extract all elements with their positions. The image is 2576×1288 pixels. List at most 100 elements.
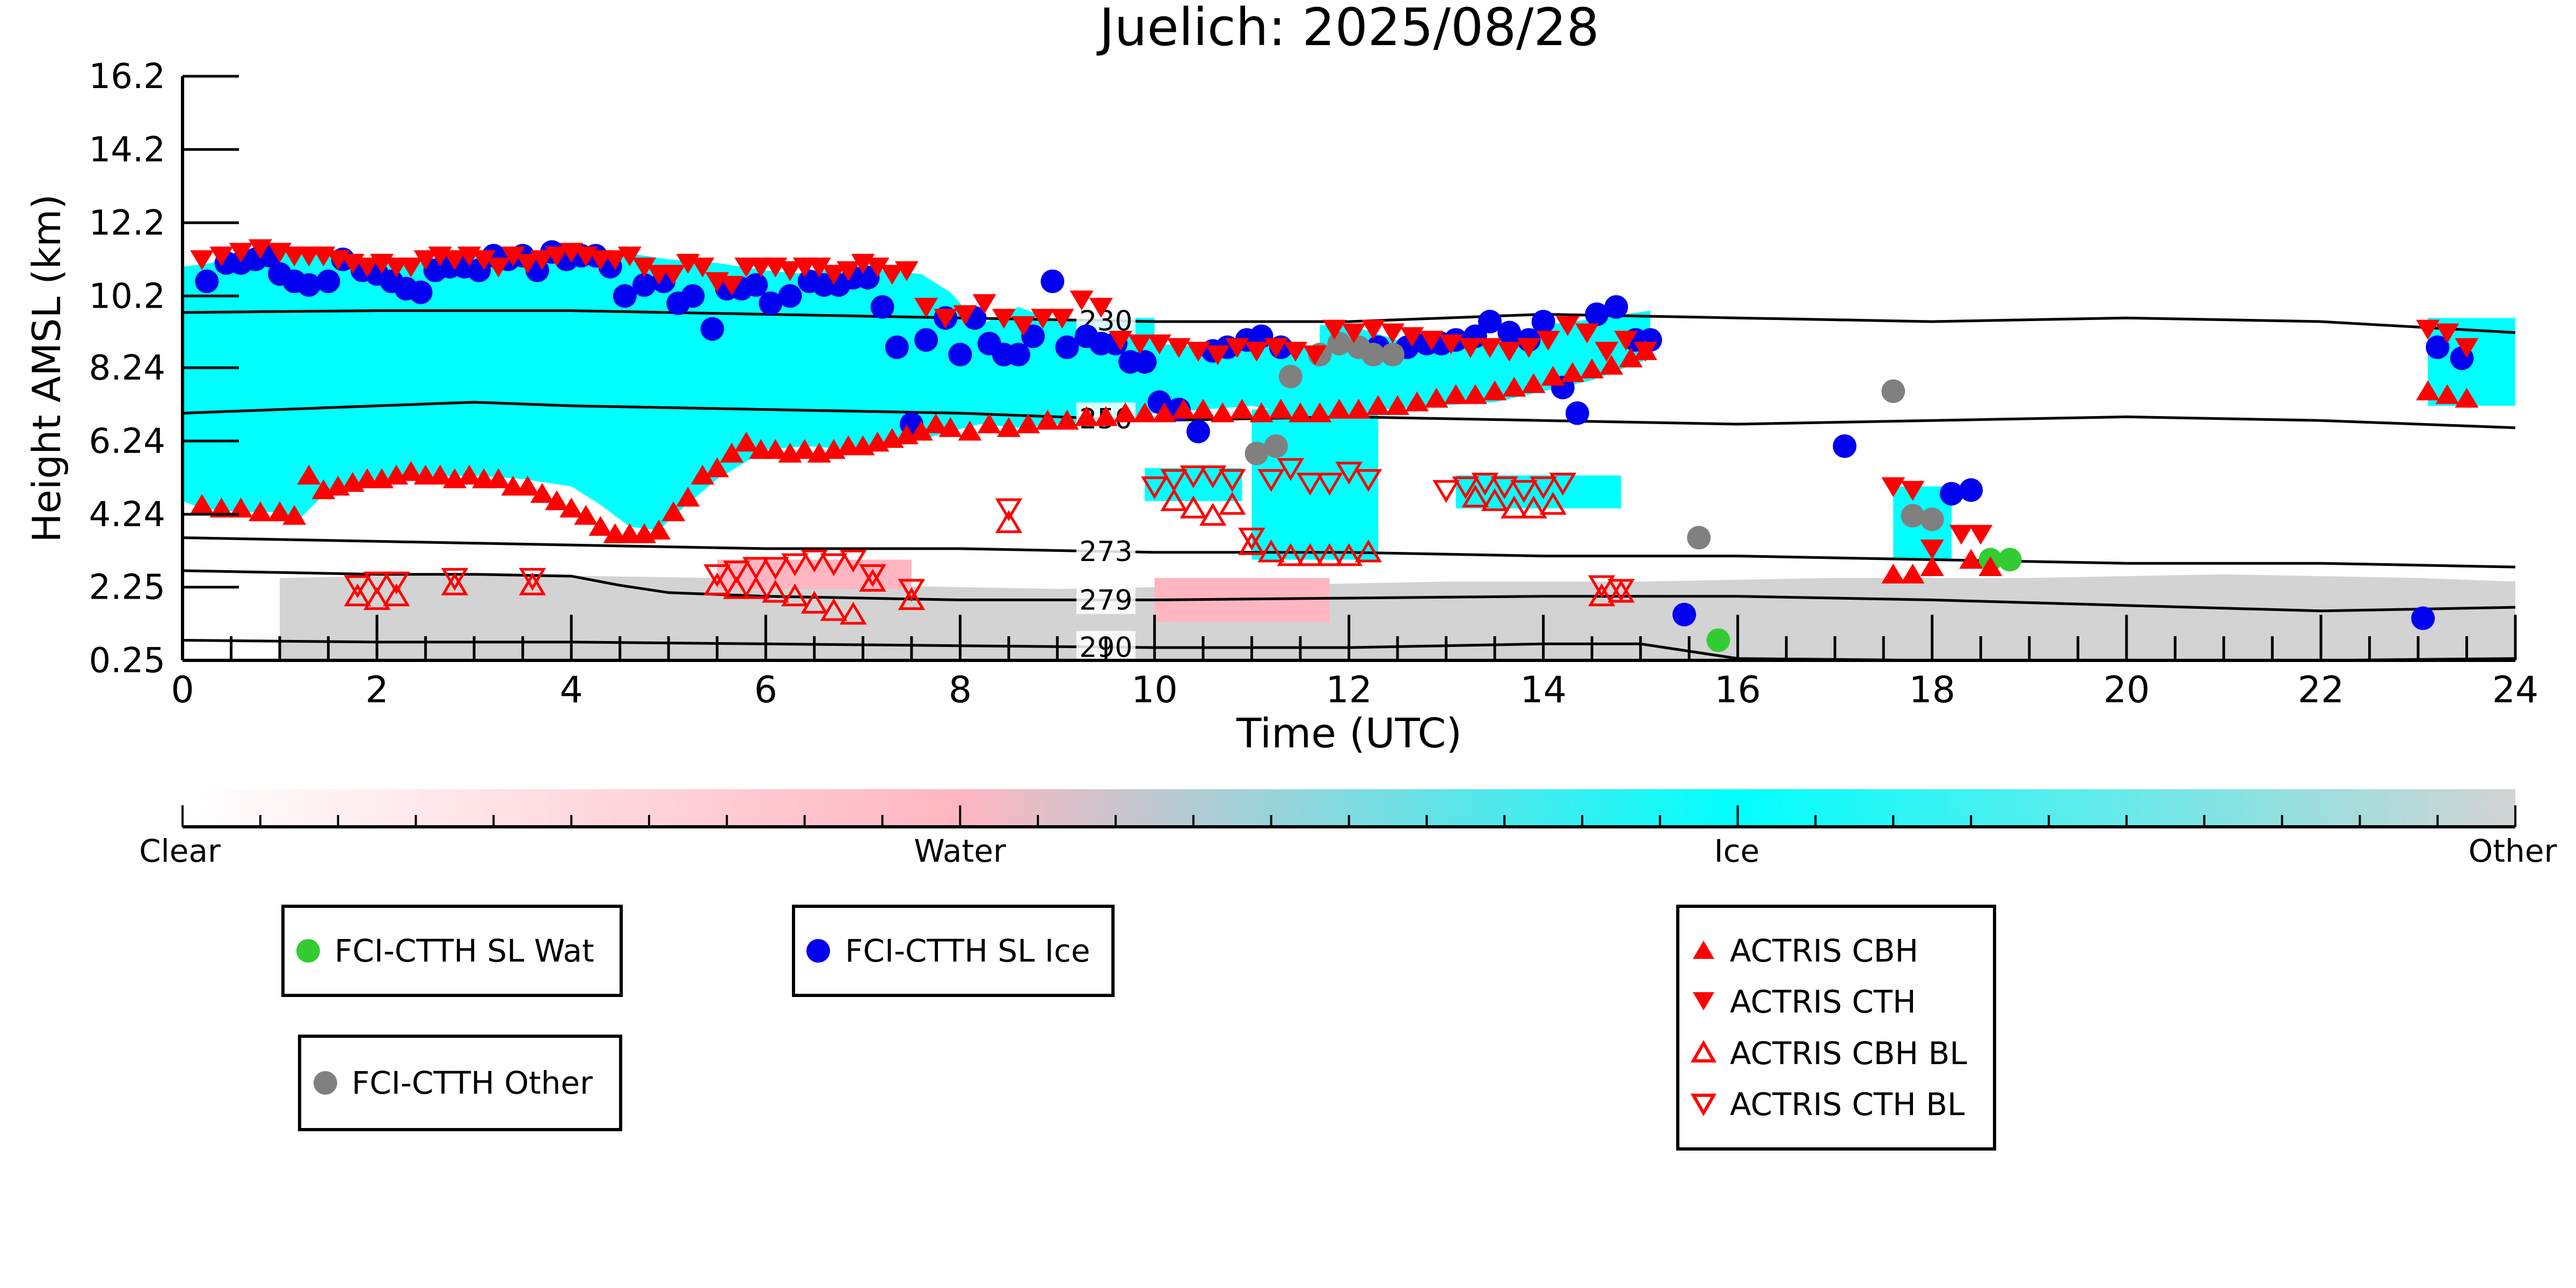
- marker-fci-ctth-sl-ice: [1478, 310, 1502, 334]
- marker-actris-cth: [1342, 323, 1366, 344]
- legend-marker-actris-cth-bl: [1690, 1094, 1717, 1117]
- marker-fci-ctth-sl-ice: [1133, 350, 1157, 374]
- marker-actris-cth: [1361, 319, 1385, 340]
- marker-actris-cbh: [1114, 402, 1138, 423]
- marker-actris-cbh: [282, 505, 307, 525]
- marker-fci-ctth-sl-ice: [1055, 335, 1079, 359]
- marker-fci-ctth-sl-ice: [2426, 335, 2450, 359]
- marker-actris-cbh-bl: [363, 587, 391, 610]
- marker-fci-ctth-other: [1361, 343, 1385, 367]
- colorbar-label-water: Water: [914, 833, 1006, 869]
- isotherm-label-279: 279: [1079, 584, 1132, 616]
- marker-actris-cth-bl: [1315, 472, 1343, 496]
- isotherm-label-bg-279: [1076, 584, 1136, 614]
- isotherm-250: [183, 401, 2515, 430]
- marker-actris-cbh-bl: [1539, 492, 1567, 515]
- marker-actris-cth: [1089, 297, 1113, 318]
- marker-actris-cth: [1225, 338, 1249, 358]
- marker-fci-ctth-other: [1687, 526, 1711, 550]
- marker-actris-cth-bl: [1277, 458, 1305, 481]
- marker-fci-ctth-sl-ice: [1939, 482, 1963, 506]
- marker-actris-cth: [992, 309, 1016, 329]
- marker-fci-ctth-sl-ice: [297, 273, 321, 297]
- marker-actris-cth: [1186, 341, 1210, 362]
- marker-actris-cth: [1633, 341, 1657, 362]
- marker-actris-cbh: [2455, 388, 2479, 408]
- marker-fci-ctth-sl-ice: [1021, 324, 1045, 348]
- marker-actris-cbh: [1959, 549, 1983, 569]
- x-tick-label: 2: [365, 669, 388, 711]
- legend-label-actris-cbh-bl: ACTRIS CBH BL: [1730, 1035, 1967, 1072]
- x-tick-label: 22: [2298, 669, 2345, 711]
- isotherm-279: [183, 569, 2515, 613]
- marker-actris-cbh: [1405, 391, 1429, 412]
- marker-actris-cth-bl: [1471, 472, 1499, 496]
- marker-fci-ctth-sl-ice: [1672, 602, 1697, 627]
- marker-actris-cbh-bl: [762, 579, 789, 603]
- marker-actris-cbh: [1463, 384, 1487, 404]
- marker-actris-cth-bl: [1141, 476, 1168, 499]
- isotherm-label-bg-273: [1076, 535, 1136, 566]
- marker-actris-cth-bl: [898, 579, 926, 602]
- marker-actris-cth: [1206, 345, 1230, 366]
- marker-actris-cbh: [559, 497, 584, 518]
- x-tick-label: 8: [949, 669, 972, 711]
- marker-actris-cth: [1069, 290, 1094, 311]
- marker-fci-ctth-sl-ice: [681, 284, 705, 308]
- marker-actris-cth: [399, 257, 423, 278]
- marker-actris-cbh: [2416, 380, 2440, 401]
- marker-actris-cbh: [1444, 384, 1468, 404]
- y-tick-label: 0.25: [89, 641, 166, 681]
- marker-fci-ctth-other: [1264, 434, 1288, 458]
- marker-actris-cbh: [1580, 358, 1604, 379]
- marker-actris-cth: [914, 297, 938, 318]
- marker-actris-cth-bl: [1490, 476, 1518, 499]
- marker-actris-cth-bl: [1452, 476, 1480, 499]
- marker-actris-cth: [1303, 345, 1327, 366]
- marker-actris-cth-bl: [742, 557, 770, 580]
- marker-actris-cbh: [1133, 402, 1157, 423]
- marker-actris-cbh: [1424, 388, 1449, 408]
- classification-colorbar: Clear Water Ice Other: [139, 789, 2557, 869]
- marker-actris-cth: [821, 265, 846, 285]
- marker-fci-ctth-sl-ice: [870, 295, 894, 319]
- marker-actris-cbh: [1483, 380, 1507, 401]
- marker-fci-ctth-sl-ice: [195, 269, 219, 293]
- marker-actris-cbh-bl: [1500, 496, 1528, 519]
- marker-actris-cbh: [1327, 398, 1351, 419]
- colorbar-label-other: Other: [2469, 833, 2557, 869]
- marker-actris-cth: [486, 257, 511, 278]
- marker-actris-cbh: [1055, 410, 1079, 430]
- marker-actris-cbh: [1881, 563, 1905, 584]
- marker-actris-cth: [719, 275, 744, 296]
- marker-fci-ctth-sl-ice: [316, 269, 340, 293]
- x-tick-label: 4: [560, 669, 583, 711]
- marker-actris-cbh-bl: [1355, 539, 1382, 563]
- marker-actris-cbh-bl: [1199, 503, 1227, 526]
- marker-actris-cth-bl: [1335, 462, 1363, 485]
- marker-actris-cth-bl: [519, 567, 547, 591]
- y-tick-label: 10.2: [89, 276, 166, 316]
- marker-actris-cth-bl: [1296, 472, 1324, 496]
- legend-label-fci-ice: FCI-CTTH SL Ice: [845, 933, 1090, 969]
- marker-actris-cth: [1478, 338, 1502, 358]
- marker-actris-cbh: [705, 457, 729, 477]
- marker-actris-cth: [894, 261, 919, 281]
- marker-fci-ctth-sl-ice: [744, 273, 768, 297]
- y-tick-label: 16.2: [89, 57, 166, 97]
- marker-fci-ctth-sl-ice: [2411, 606, 2435, 630]
- marker-fci-ctth-sl-ice: [1040, 269, 1065, 293]
- marker-actris-cth: [934, 309, 958, 329]
- legend-fci-other: FCI-CTTH Other: [298, 1035, 622, 1131]
- marker-actris-cth: [2455, 338, 2479, 358]
- y-axis-label: Height AMSL (km): [24, 194, 69, 543]
- marker-actris-cbh: [1094, 406, 1118, 426]
- marker-actris-cth: [515, 253, 540, 274]
- marker-actris-cbh-bl: [781, 583, 809, 607]
- region-other-8: [280, 574, 2515, 660]
- marker-actris-cbh-bl: [1277, 543, 1305, 566]
- marker-actris-cbh: [676, 486, 700, 507]
- x-tick-label: 10: [1131, 669, 1178, 711]
- marker-actris-cth: [807, 257, 831, 278]
- legend-label-actris-cth: ACTRIS CTH: [1730, 984, 1916, 1020]
